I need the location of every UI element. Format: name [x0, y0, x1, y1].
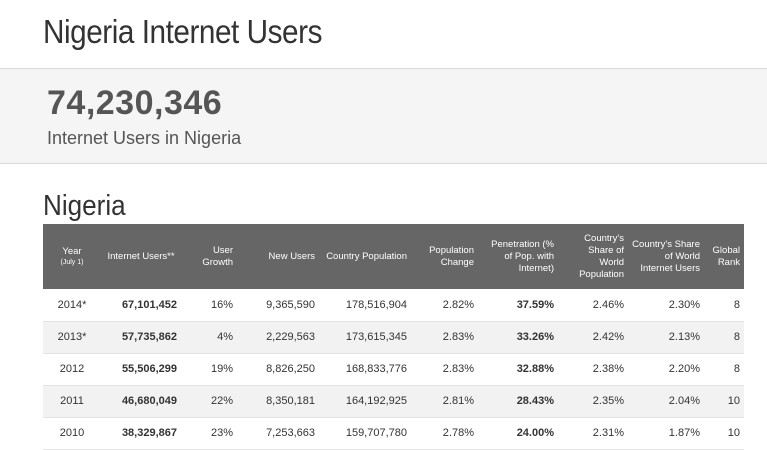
header-new-users[interactable]: New Users: [268, 250, 315, 262]
cell-internet-users: 57,735,862: [101, 321, 181, 354]
cell-new-users: 7,253,663: [237, 417, 319, 450]
cell-new-users: 9,365,590: [237, 289, 319, 322]
cell-internet-users: 55,506,299: [101, 353, 181, 386]
cell-penetration: 28.43%: [478, 385, 558, 418]
cell-user-growth: 4%: [181, 321, 237, 354]
cell-global-rank: 10: [704, 417, 744, 450]
cell-year: 2012: [43, 353, 101, 386]
cell-share-world-internet: 2.13%: [628, 321, 704, 354]
cell-country-population: 173,615,345: [319, 321, 411, 354]
cell-share-world-internet: 2.04%: [628, 385, 704, 418]
cell-share-world-internet: 1.87%: [628, 417, 704, 450]
cell-global-rank: 8: [704, 321, 744, 354]
cell-penetration: 32.88%: [478, 353, 558, 386]
cell-population-change: 2.78%: [411, 417, 478, 450]
header-share-world-population[interactable]: Country's Share of World Population: [579, 232, 624, 280]
cell-population-change: 2.83%: [411, 321, 478, 354]
cell-country-population: 164,192,925: [319, 385, 411, 418]
header-internet-users[interactable]: Internet Users**: [107, 250, 175, 262]
cell-global-rank: 8: [704, 289, 744, 322]
cell-user-growth: 23%: [181, 417, 237, 450]
section-title: Nigeria: [43, 190, 126, 222]
internet-users-total: 74,230,346: [47, 84, 223, 122]
header-share-world-internet[interactable]: Country's Share of World Internet Users: [632, 238, 700, 274]
cell-new-users: 8,350,181: [237, 385, 319, 418]
cell-internet-users: 67,101,452: [101, 289, 181, 322]
cell-share-world-population: 2.38%: [558, 353, 628, 386]
hero-stat-panel: 74,230,346 Internet Users in Nigeria: [0, 68, 767, 164]
cell-share-world-population: 2.31%: [558, 417, 628, 450]
cell-country-population: 168,833,776: [319, 353, 411, 386]
header-country-population[interactable]: Country Population: [326, 250, 407, 262]
cell-user-growth: 16%: [181, 289, 237, 322]
cell-year: 2013*: [43, 321, 101, 354]
header-penetration[interactable]: Penetration (% of Pop. with Internet): [491, 238, 554, 274]
cell-user-growth: 19%: [181, 353, 237, 386]
cell-new-users: 2,229,563: [237, 321, 319, 354]
cell-country-population: 178,516,904: [319, 289, 411, 322]
internet-users-table: Year (July 1) Internet Users** User Grow…: [43, 224, 744, 450]
cell-year: 2014*: [43, 289, 101, 322]
cell-new-users: 8,826,250: [237, 353, 319, 386]
cell-population-change: 2.83%: [411, 353, 478, 386]
table-row: 2013* 57,735,862 4% 2,229,563 173,615,34…: [43, 321, 744, 354]
cell-user-growth: 22%: [181, 385, 237, 418]
table-row: 2010 38,329,867 23% 7,253,663 159,707,78…: [43, 417, 744, 450]
cell-penetration: 24.00%: [478, 417, 558, 450]
table-row: 2014* 67,101,452 16% 9,365,590 178,516,9…: [43, 289, 744, 322]
table-row: 2012 55,506,299 19% 8,826,250 168,833,77…: [43, 353, 744, 386]
cell-share-world-internet: 2.20%: [628, 353, 704, 386]
cell-share-world-population: 2.42%: [558, 321, 628, 354]
page-title: Nigeria Internet Users: [43, 13, 322, 50]
cell-share-world-internet: 2.30%: [628, 289, 704, 322]
cell-global-rank: 8: [704, 353, 744, 386]
cell-global-rank: 10: [704, 385, 744, 418]
cell-share-world-population: 2.46%: [558, 289, 628, 322]
header-year-label: Year: [62, 245, 82, 257]
cell-internet-users: 46,680,049: [101, 385, 181, 418]
internet-users-caption: Internet Users in Nigeria: [47, 128, 242, 148]
cell-penetration: 37.59%: [478, 289, 558, 322]
header-user-growth[interactable]: User Growth: [202, 244, 233, 268]
header-population-change[interactable]: Population Change: [429, 244, 474, 268]
cell-population-change: 2.81%: [411, 385, 478, 418]
table-header-row: Year (July 1) Internet Users** User Grow…: [43, 224, 744, 289]
header-global-rank[interactable]: Global Rank: [712, 244, 740, 268]
header-year[interactable]: Year (July 1): [43, 224, 101, 289]
header-year-sub: (July 1): [60, 258, 84, 266]
table-row: 2011 46,680,049 22% 8,350,181 164,192,92…: [43, 385, 744, 418]
cell-population-change: 2.82%: [411, 289, 478, 322]
cell-country-population: 159,707,780: [319, 417, 411, 450]
cell-year: 2011: [43, 385, 101, 418]
cell-share-world-population: 2.35%: [558, 385, 628, 418]
cell-penetration: 33.26%: [478, 321, 558, 354]
cell-year: 2010: [43, 417, 101, 450]
cell-internet-users: 38,329,867: [101, 417, 181, 450]
